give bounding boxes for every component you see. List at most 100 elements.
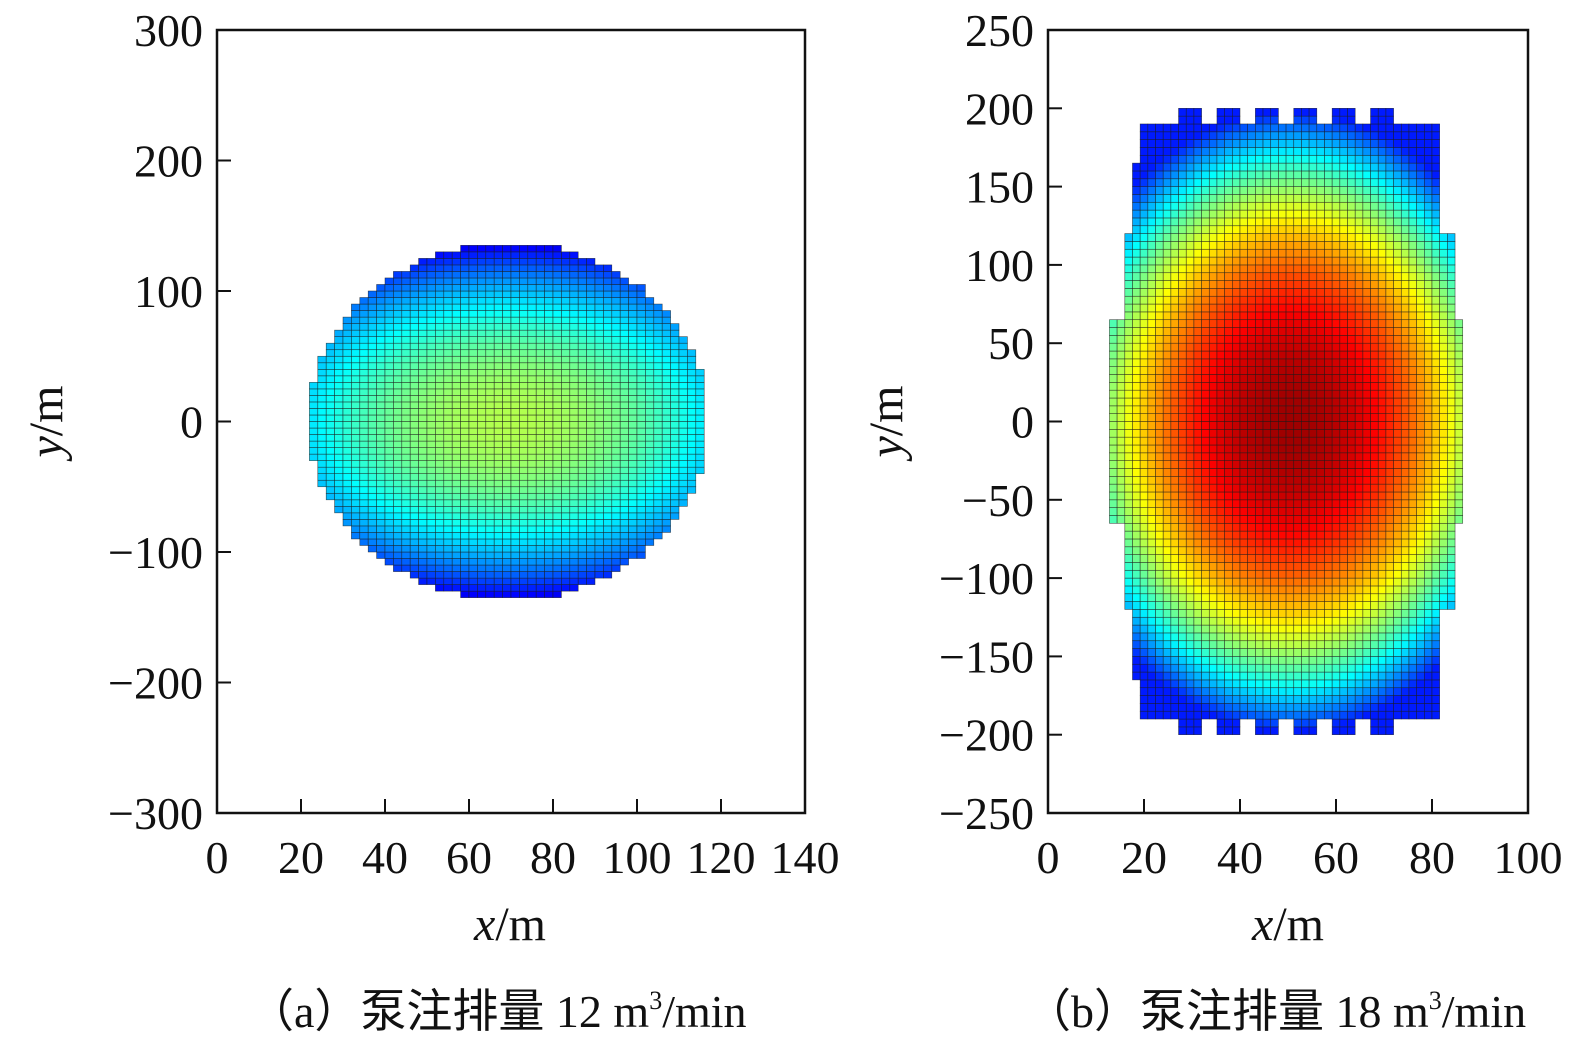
heatmap-cell	[334, 408, 344, 416]
heatmap-cell	[1224, 405, 1233, 414]
heatmap-cell	[325, 408, 335, 416]
heatmap-cell	[1308, 241, 1318, 250]
heatmap-cell	[1255, 460, 1264, 469]
heatmap-cell	[1232, 476, 1241, 485]
heatmap-cell	[1201, 703, 1210, 712]
heatmap-cell	[678, 466, 688, 474]
heatmap-cell	[485, 538, 495, 546]
heatmap-cell	[1408, 538, 1417, 548]
heatmap-cell	[1339, 295, 1348, 305]
heatmap-cell	[443, 277, 453, 285]
heatmap-cell	[1201, 303, 1210, 313]
heatmap-cell	[451, 427, 461, 435]
heatmap-cell	[1262, 217, 1272, 227]
heatmap-cell	[1324, 687, 1333, 696]
heatmap-cell	[1185, 311, 1195, 321]
heatmap-cell	[409, 336, 419, 344]
heatmap-cell	[1362, 436, 1371, 446]
heatmap-cell	[1216, 272, 1225, 281]
heatmap-cell	[695, 375, 705, 383]
heatmap-cell	[1208, 624, 1218, 634]
heatmap-cell	[1362, 225, 1371, 234]
heatmap-cell	[443, 584, 453, 592]
heatmap-cell	[1208, 546, 1218, 555]
x-tick-label: 40	[362, 832, 408, 883]
heatmap-cell	[393, 329, 403, 337]
heatmap-cell	[636, 447, 646, 455]
heatmap-cell	[645, 447, 655, 455]
heatmap-cell	[1393, 569, 1402, 579]
heatmap-cell	[493, 251, 503, 259]
heatmap-cell	[611, 323, 621, 331]
heatmap-cell	[552, 499, 562, 507]
heatmap-cell	[544, 479, 554, 488]
heatmap-cell	[1316, 468, 1325, 477]
heatmap-cell	[1239, 241, 1248, 250]
heatmap-cell	[1354, 585, 1364, 595]
heatmap-cell	[1301, 593, 1310, 602]
heatmap-cell	[1178, 624, 1187, 634]
heatmap-cell	[636, 342, 646, 351]
heatmap-cell	[1385, 358, 1394, 367]
heatmap-cell	[1239, 350, 1248, 360]
heatmap-cell	[1324, 710, 1333, 720]
heatmap-cell	[1255, 554, 1264, 563]
heatmap-cell	[603, 355, 613, 364]
heatmap-cell	[1170, 303, 1179, 313]
heatmap-cell	[1301, 585, 1310, 595]
heatmap-cell	[1162, 201, 1172, 211]
heatmap-cell	[1116, 405, 1126, 414]
heatmap-cell	[519, 368, 529, 377]
heatmap-cell	[569, 525, 579, 533]
heatmap-cell	[636, 329, 646, 337]
heatmap-cell	[661, 323, 671, 331]
heatmap-cell	[1400, 225, 1410, 234]
heatmap-cell	[1147, 483, 1156, 493]
heatmap-cell	[1393, 311, 1402, 321]
heatmap-cell	[1370, 350, 1379, 360]
heatmap-cell	[1400, 131, 1410, 140]
heatmap-cell	[569, 362, 579, 370]
heatmap-cell	[1185, 554, 1195, 563]
heatmap-cell	[1347, 476, 1356, 485]
heatmap-cell	[493, 316, 503, 324]
heatmap-cell	[1232, 303, 1241, 313]
heatmap-cell	[1377, 468, 1387, 477]
heatmap-cell	[1385, 241, 1394, 250]
heatmap-cell	[1185, 507, 1195, 516]
heatmap-cell	[561, 499, 571, 507]
heatmap-cell	[384, 329, 394, 337]
heatmap-cell	[1162, 522, 1172, 532]
heatmap-cell	[552, 316, 562, 324]
heatmap-cell	[603, 408, 613, 416]
heatmap-cell	[628, 512, 638, 520]
heatmap-cell	[611, 310, 621, 318]
heatmap-cell	[1278, 507, 1287, 516]
heatmap-cell	[435, 316, 445, 324]
heatmap-cell	[1201, 131, 1210, 140]
heatmap-cell	[1385, 264, 1394, 274]
heatmap-cell	[477, 342, 487, 351]
heatmap-cell	[628, 368, 638, 377]
heatmap-cell	[1308, 209, 1318, 219]
heatmap-cell	[1170, 640, 1179, 649]
heatmap-cell	[1178, 710, 1187, 720]
heatmap-cell	[485, 584, 495, 592]
heatmap-cell	[510, 362, 520, 370]
heatmap-cell	[1116, 342, 1126, 352]
heatmap-cell	[1308, 609, 1318, 618]
heatmap-cell	[1155, 272, 1164, 281]
heatmap-cell	[1201, 389, 1210, 399]
heatmap-cell	[1193, 335, 1202, 344]
heatmap-cell	[418, 506, 428, 514]
heatmap-cell	[1162, 154, 1172, 164]
heatmap-cell	[1247, 123, 1256, 133]
heatmap-cell	[317, 401, 327, 409]
heatmap-cell	[418, 571, 428, 579]
heatmap-cell	[535, 264, 545, 272]
heatmap-cell	[1139, 123, 1149, 133]
heatmap-cell	[670, 395, 680, 403]
heatmap-cell	[502, 245, 512, 253]
heatmap-cell	[1362, 123, 1371, 133]
heatmap-cell	[1155, 601, 1164, 610]
